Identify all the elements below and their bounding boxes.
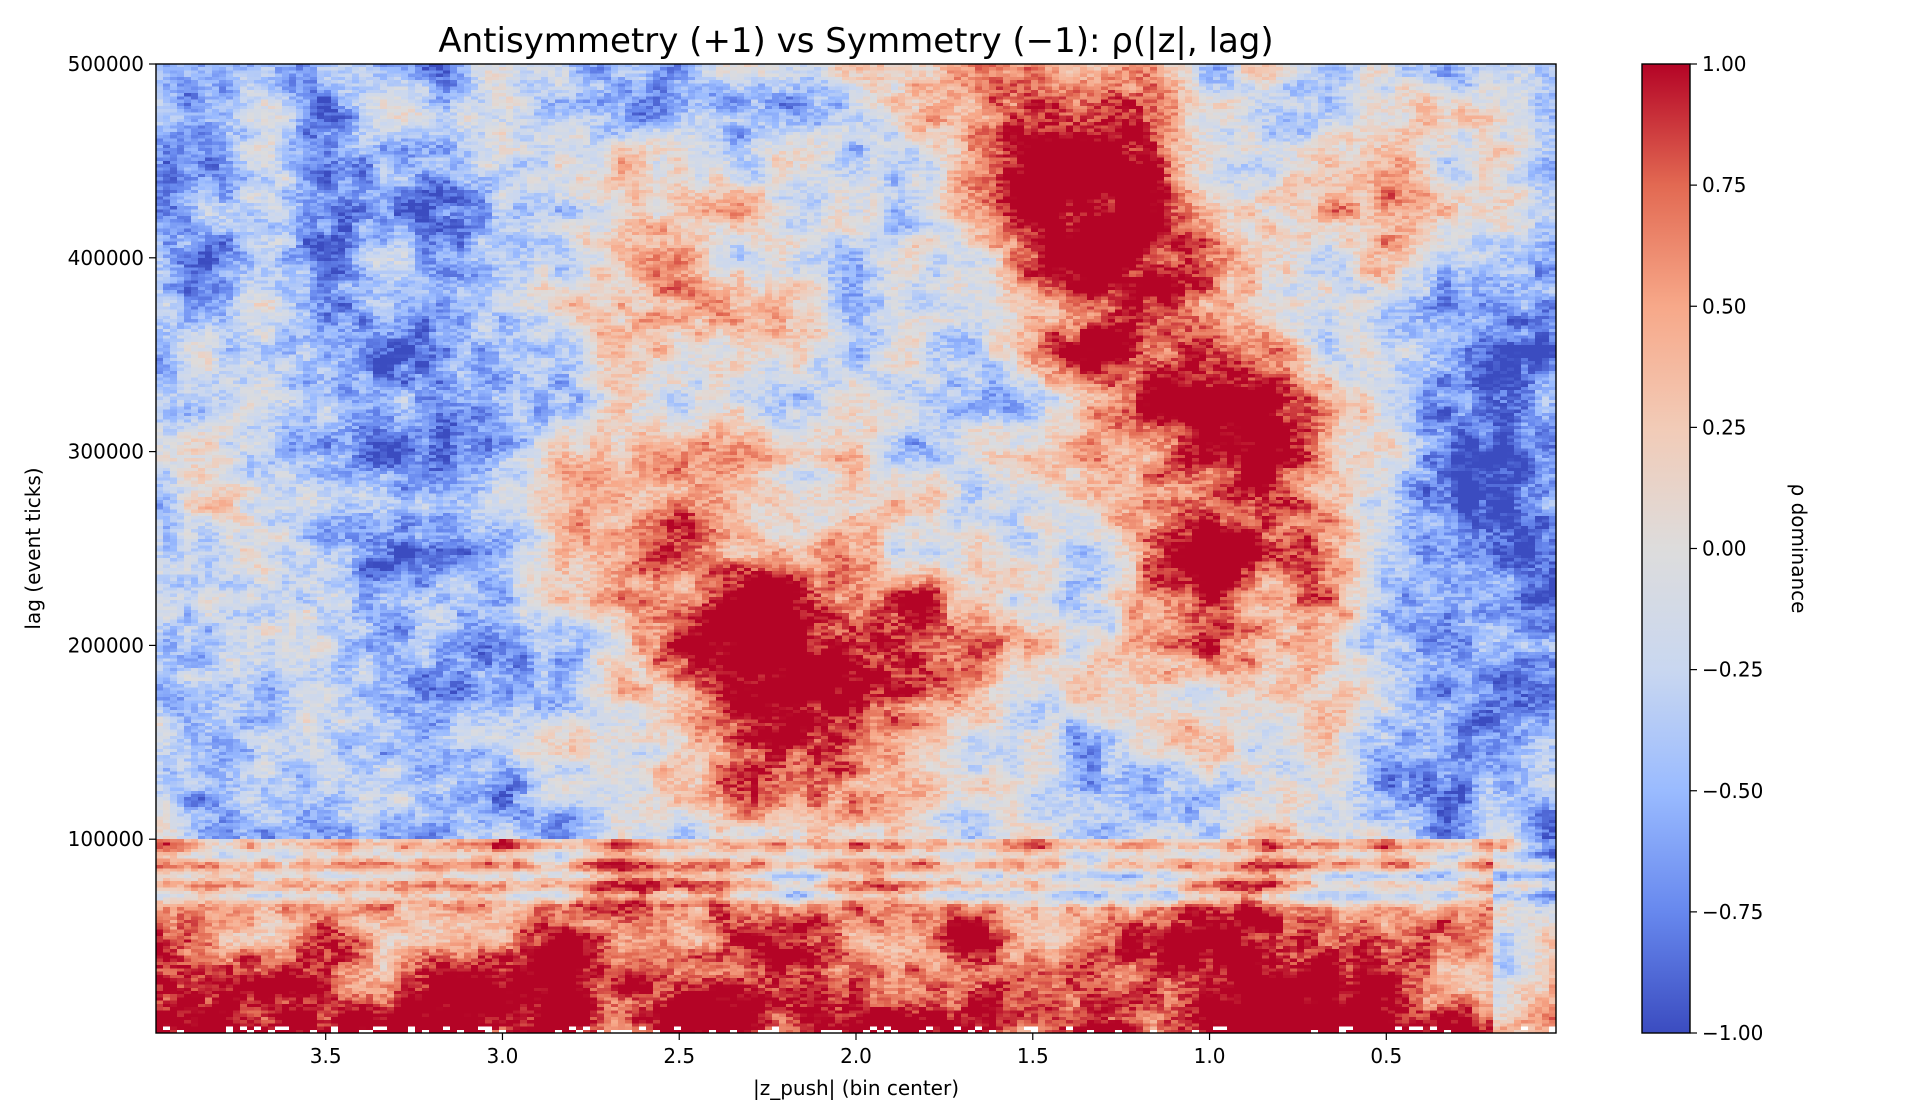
- x-tick-label: 2.5: [663, 1044, 695, 1068]
- colorbar-tick-label: −0.50: [1702, 779, 1763, 803]
- colorbar-tick-label: −1.00: [1702, 1021, 1763, 1045]
- heatmap-plot: [155, 63, 1557, 1034]
- y-axis: 100000 200000 300000 400000 500000: [68, 52, 156, 851]
- colorbar-tick-label: 0.75: [1702, 173, 1747, 197]
- colorbar-tick-label: 0.00: [1702, 537, 1747, 561]
- x-tick-label: 1.0: [1194, 1044, 1226, 1068]
- y-tick-label: 100000: [68, 827, 144, 851]
- colorbar-tick-label: 1.00: [1702, 52, 1747, 76]
- x-tick-label: 2.0: [840, 1044, 872, 1068]
- y-tick-label: 300000: [68, 440, 144, 464]
- x-tick-label: 3.5: [310, 1044, 342, 1068]
- y-tick-label: 200000: [68, 633, 144, 657]
- x-axis-label: |z_push| (bin center): [753, 1076, 959, 1100]
- y-axis-label: lag (event ticks): [21, 467, 45, 629]
- colorbar: 1.00 0.75 0.50 0.25 0.00 −0.25 −0.50 −0.75 −1.00…: [1641, 52, 1811, 1045]
- colorbar-tick-label: −0.25: [1702, 658, 1763, 682]
- colorbar-ticks: 1.00 0.75 0.50 0.25 0.00 −0.25 −0.50 −0.75 −1.00: [1690, 52, 1763, 1045]
- x-axis: 3.5 3.0 2.5 2.0 1.5 1.0 0.5: [310, 1033, 1402, 1068]
- x-tick-label: 3.0: [487, 1044, 519, 1068]
- colorbar-label: ρ dominance: [1787, 484, 1811, 614]
- colorbar-tick-label: −0.75: [1702, 900, 1763, 924]
- y-tick-label: 400000: [68, 246, 144, 270]
- heatmap-image: [156, 64, 1556, 1033]
- chart-title: Antisymmetry (+1) vs Symmetry (−1): ρ(|z…: [438, 21, 1273, 61]
- colorbar-tick-label: 0.50: [1702, 294, 1747, 318]
- colorbar-tick-label: 0.25: [1702, 415, 1747, 439]
- colorbar-gradient: [1642, 64, 1690, 1033]
- y-tick-label: 500000: [68, 52, 144, 76]
- x-tick-label: 1.5: [1017, 1044, 1049, 1068]
- x-tick-label: 0.5: [1370, 1044, 1402, 1068]
